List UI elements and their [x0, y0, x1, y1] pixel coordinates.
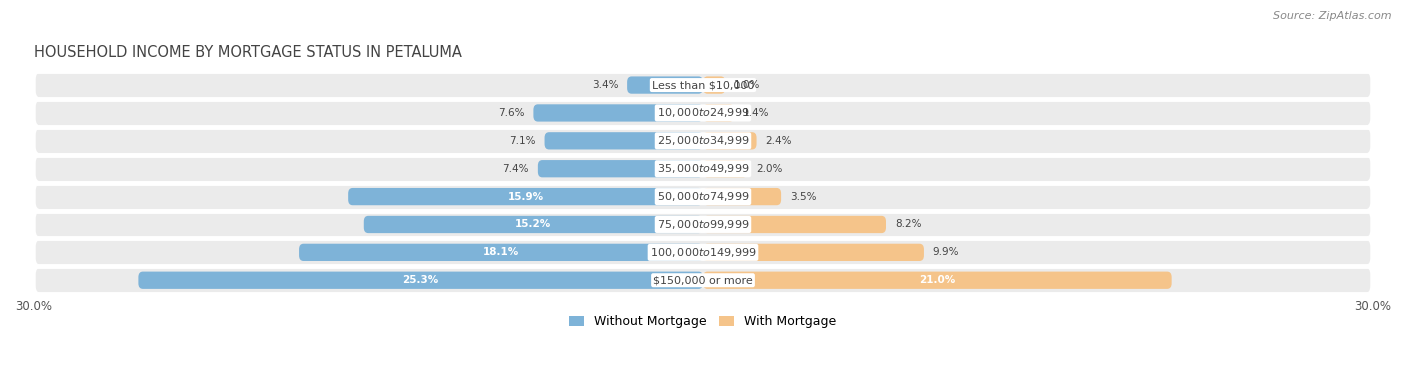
- Text: $10,000 to $24,999: $10,000 to $24,999: [657, 107, 749, 119]
- FancyBboxPatch shape: [703, 76, 725, 94]
- FancyBboxPatch shape: [299, 244, 703, 261]
- Text: 1.0%: 1.0%: [734, 80, 761, 90]
- Text: 2.4%: 2.4%: [765, 136, 792, 146]
- FancyBboxPatch shape: [703, 272, 1171, 289]
- FancyBboxPatch shape: [627, 76, 703, 94]
- FancyBboxPatch shape: [703, 244, 924, 261]
- Text: 15.9%: 15.9%: [508, 192, 544, 201]
- Text: 3.5%: 3.5%: [790, 192, 817, 201]
- FancyBboxPatch shape: [538, 160, 703, 177]
- FancyBboxPatch shape: [35, 156, 1371, 181]
- FancyBboxPatch shape: [703, 104, 734, 122]
- Text: 15.2%: 15.2%: [515, 220, 551, 229]
- FancyBboxPatch shape: [349, 188, 703, 205]
- Text: 25.3%: 25.3%: [402, 275, 439, 285]
- Text: Source: ZipAtlas.com: Source: ZipAtlas.com: [1274, 11, 1392, 21]
- Text: 3.4%: 3.4%: [592, 80, 619, 90]
- FancyBboxPatch shape: [703, 160, 748, 177]
- Text: 7.6%: 7.6%: [498, 108, 524, 118]
- Text: 7.1%: 7.1%: [509, 136, 536, 146]
- Text: 2.0%: 2.0%: [756, 164, 783, 174]
- FancyBboxPatch shape: [544, 132, 703, 149]
- FancyBboxPatch shape: [533, 104, 703, 122]
- Text: 21.0%: 21.0%: [920, 275, 956, 285]
- FancyBboxPatch shape: [138, 272, 703, 289]
- Text: 1.4%: 1.4%: [744, 108, 769, 118]
- FancyBboxPatch shape: [35, 184, 1371, 209]
- Text: HOUSEHOLD INCOME BY MORTGAGE STATUS IN PETALUMA: HOUSEHOLD INCOME BY MORTGAGE STATUS IN P…: [34, 45, 461, 60]
- FancyBboxPatch shape: [35, 72, 1371, 98]
- FancyBboxPatch shape: [35, 212, 1371, 237]
- Text: $25,000 to $34,999: $25,000 to $34,999: [657, 134, 749, 147]
- FancyBboxPatch shape: [703, 216, 886, 233]
- Text: $35,000 to $49,999: $35,000 to $49,999: [657, 162, 749, 175]
- FancyBboxPatch shape: [364, 216, 703, 233]
- Legend: Without Mortgage, With Mortgage: Without Mortgage, With Mortgage: [569, 315, 837, 328]
- Text: $75,000 to $99,999: $75,000 to $99,999: [657, 218, 749, 231]
- Text: $100,000 to $149,999: $100,000 to $149,999: [650, 246, 756, 259]
- FancyBboxPatch shape: [35, 128, 1371, 154]
- Text: 8.2%: 8.2%: [896, 220, 921, 229]
- Text: 9.9%: 9.9%: [932, 247, 959, 257]
- Text: 18.1%: 18.1%: [482, 247, 519, 257]
- FancyBboxPatch shape: [703, 188, 782, 205]
- FancyBboxPatch shape: [703, 132, 756, 149]
- Text: $50,000 to $74,999: $50,000 to $74,999: [657, 190, 749, 203]
- Text: 7.4%: 7.4%: [502, 164, 529, 174]
- Text: Less than $10,000: Less than $10,000: [652, 80, 754, 90]
- Text: $150,000 or more: $150,000 or more: [654, 275, 752, 285]
- FancyBboxPatch shape: [35, 267, 1371, 293]
- FancyBboxPatch shape: [35, 240, 1371, 265]
- FancyBboxPatch shape: [35, 100, 1371, 126]
